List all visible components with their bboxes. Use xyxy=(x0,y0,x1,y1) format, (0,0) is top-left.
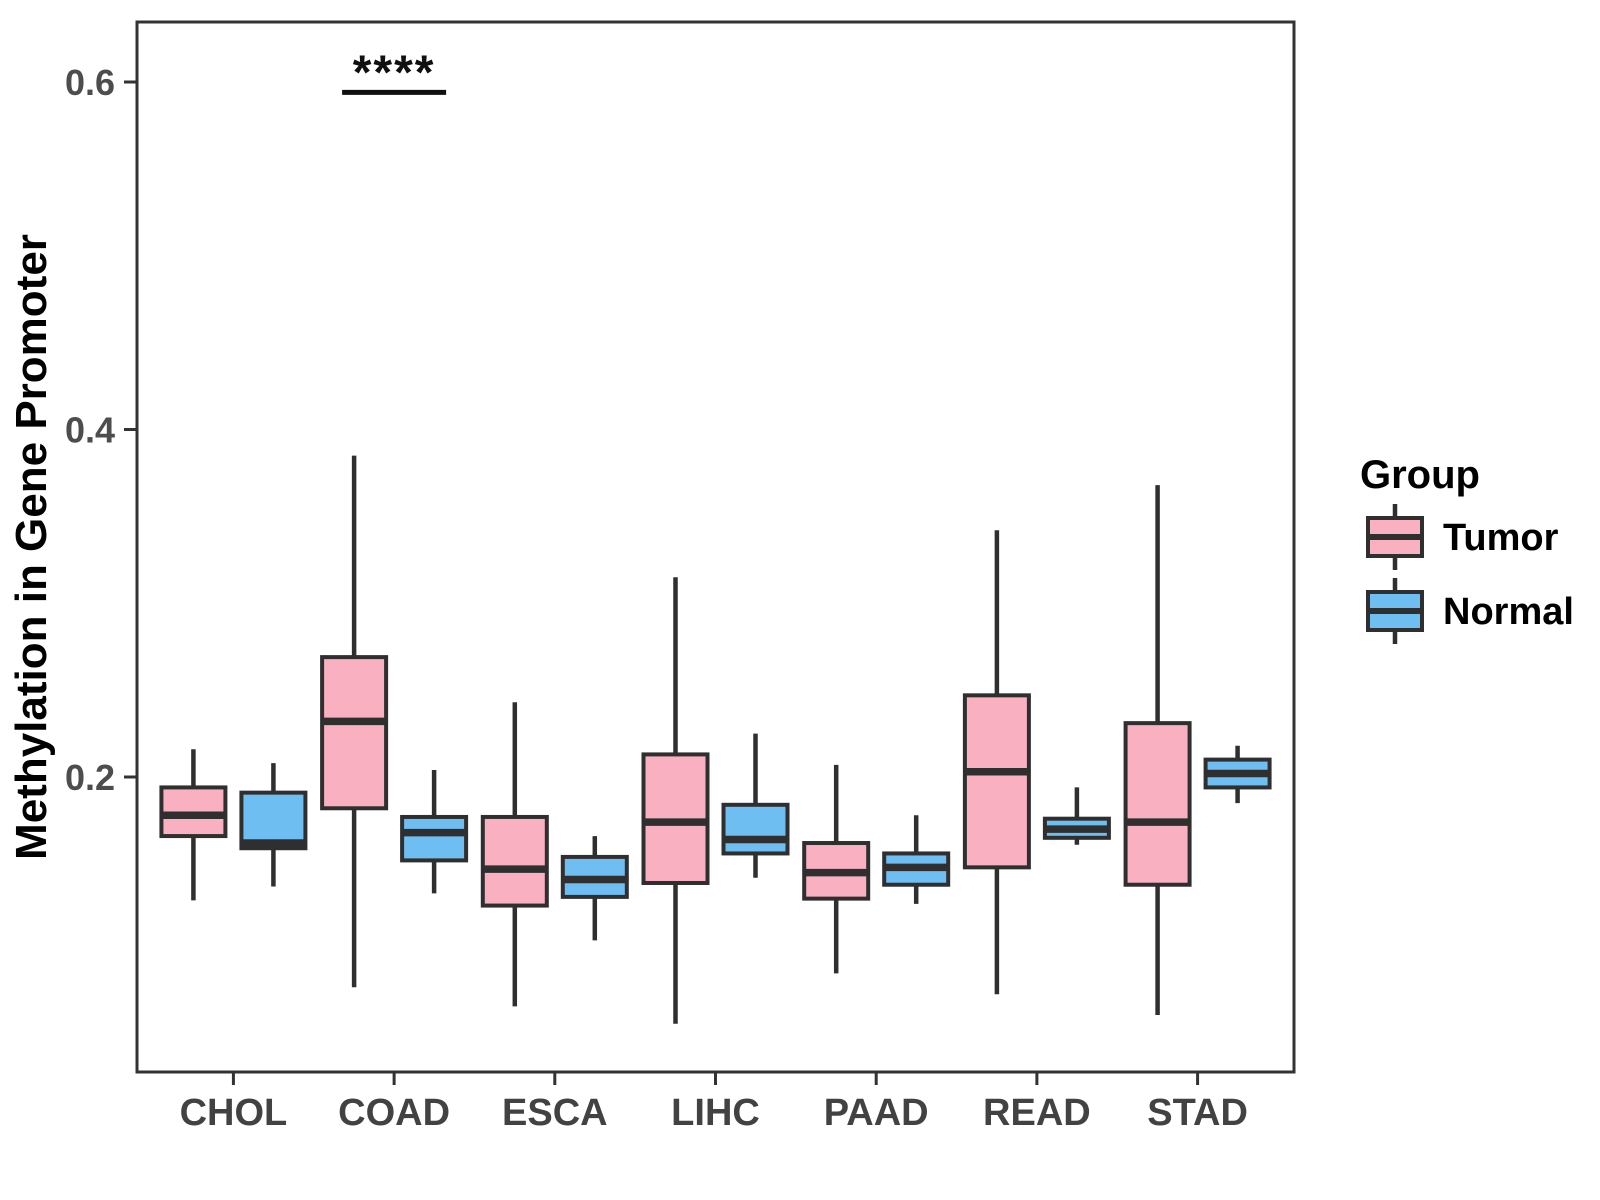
plot-panel-border xyxy=(135,20,1296,1074)
box-normal-LIHC xyxy=(721,802,790,856)
significance-stars: **** xyxy=(353,46,436,99)
x-axis-category-label: PAAD xyxy=(824,1092,929,1134)
y-axis-title: Methylation in Gene Promoter xyxy=(7,234,56,860)
legend-title: Group xyxy=(1360,453,1480,497)
box-normal-COAD xyxy=(400,814,469,863)
x-axis-category-label: CHOL xyxy=(180,1092,288,1134)
legend-label-normal: Normal xyxy=(1443,591,1574,633)
x-axis-category-label: LIHC xyxy=(671,1092,760,1134)
y-axis-tick-label: 0.2 xyxy=(65,757,115,798)
x-axis-category-label: READ xyxy=(983,1092,1091,1134)
x-axis-category-label: COAD xyxy=(338,1092,450,1134)
box-tumor-COAD xyxy=(320,655,389,811)
y-axis-tick-label: 0.4 xyxy=(65,410,115,451)
y-axis-tick-label: 0.6 xyxy=(65,62,115,103)
box-tumor-ESCA xyxy=(480,814,549,908)
box-tumor-STAD xyxy=(1123,721,1192,887)
x-axis-category-label: ESCA xyxy=(502,1092,608,1134)
x-axis-category-label: STAD xyxy=(1147,1092,1248,1134)
legend-label-tumor: Tumor xyxy=(1443,517,1559,559)
box-tumor-READ xyxy=(962,693,1031,870)
box-normal-CHOL xyxy=(239,790,308,851)
